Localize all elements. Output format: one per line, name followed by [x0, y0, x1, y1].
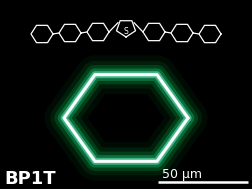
- Text: BP1T: BP1T: [4, 170, 56, 188]
- Text: S: S: [124, 27, 128, 36]
- Text: 50 μm: 50 μm: [162, 168, 202, 181]
